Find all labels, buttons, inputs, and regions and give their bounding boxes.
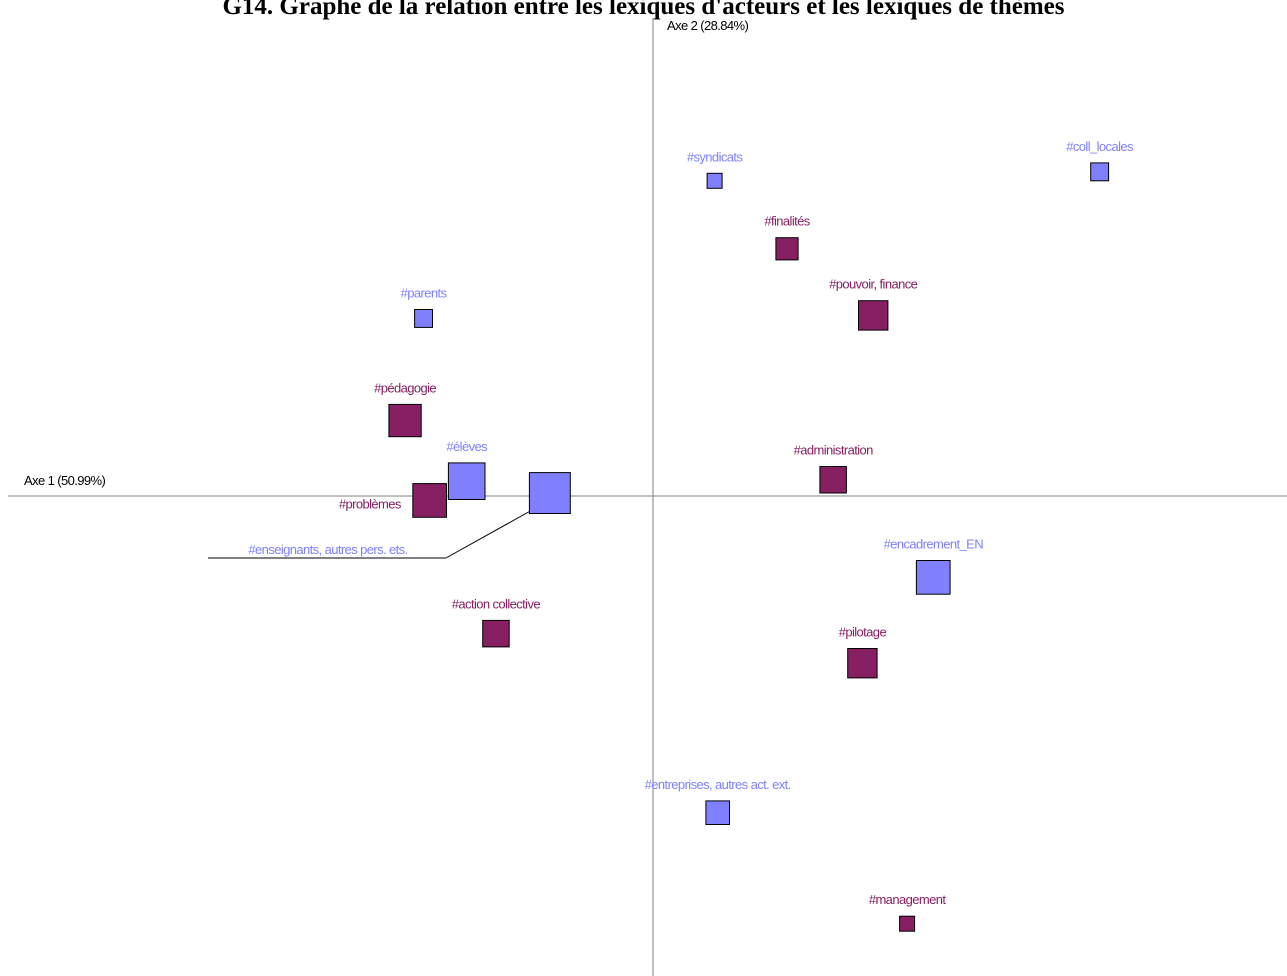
label-coll-locales: #coll_locales bbox=[1066, 139, 1134, 154]
label-syndicats: #syndicats bbox=[687, 149, 744, 164]
marker-syndicats bbox=[706, 172, 723, 189]
label-encadrement-en: #encadrement_EN bbox=[884, 537, 984, 552]
marker-finalites bbox=[775, 237, 799, 261]
marker-administration bbox=[819, 466, 847, 494]
leader-line bbox=[445, 511, 530, 559]
marker-pouvoir-finance bbox=[858, 300, 889, 331]
label-management: #management bbox=[869, 892, 946, 907]
label-parents: #parents bbox=[401, 286, 448, 301]
label-action-collective: #action collective bbox=[452, 596, 541, 611]
marker-encadrement-en bbox=[915, 560, 951, 595]
label-enseignants-autres-pers-ets: #enseignants, autres pers. ets. bbox=[248, 542, 407, 557]
marker-entreprises-autres-act-ext bbox=[705, 800, 731, 826]
points-layer: #syndicats #coll_locales #parents #élèves #e… bbox=[208, 139, 1135, 932]
label-pouvoir-finance: #pouvoir, finance bbox=[829, 277, 917, 292]
y-axis-label: Axe 2 (28.84%) bbox=[667, 18, 748, 33]
label-finalites: #finalités bbox=[764, 214, 810, 229]
chart-title: G14. Graphe de la relation entre les lex… bbox=[222, 0, 1065, 20]
marker-pilotage bbox=[847, 648, 878, 679]
label-administration: #administration bbox=[794, 443, 874, 458]
marker-pedagogie bbox=[388, 403, 422, 438]
label-pilotage: #pilotage bbox=[839, 625, 887, 640]
x-axis-label: Axe 1 (50.99%) bbox=[24, 473, 105, 488]
label-eleves: #élèves bbox=[446, 439, 488, 454]
marker-action-collective bbox=[482, 619, 510, 648]
marker-problemes bbox=[412, 483, 447, 518]
label-entreprises-autres-act-ext: #entreprises, autres act. ext. bbox=[645, 777, 791, 792]
marker-enseignants-autres-pers-ets bbox=[528, 472, 571, 515]
marker-eleves bbox=[447, 462, 486, 500]
label-problemes: #problèmes bbox=[339, 496, 402, 511]
marker-coll-locales bbox=[1090, 162, 1110, 182]
marker-parents bbox=[414, 309, 434, 328]
label-pedagogie: #pédagogie bbox=[374, 380, 436, 395]
marker-management bbox=[899, 915, 916, 932]
